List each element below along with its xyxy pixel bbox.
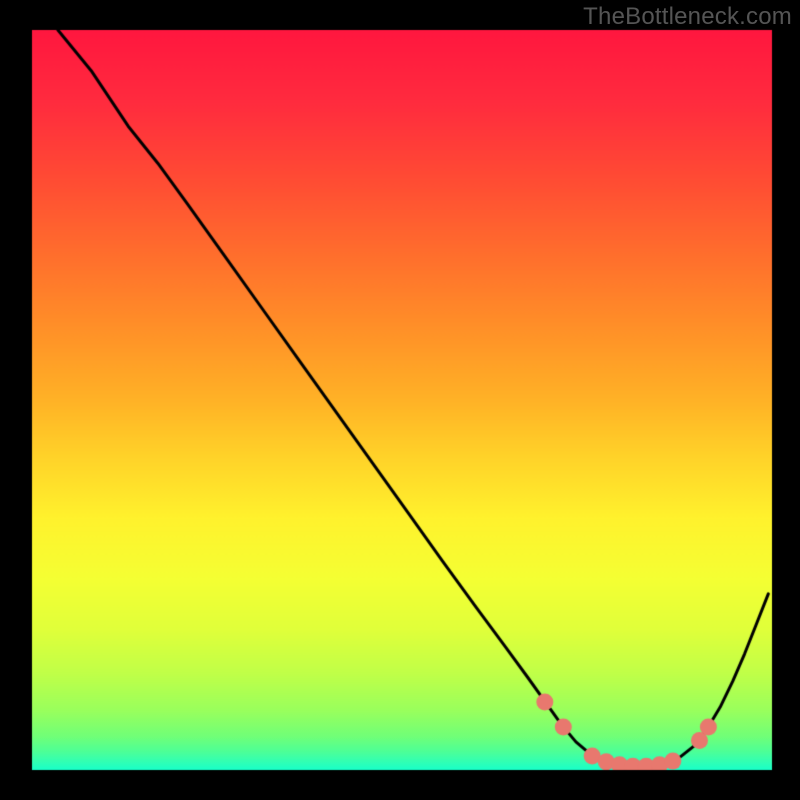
bottleneck-chart-canvas — [0, 0, 800, 800]
chart-root: TheBottleneck.com — [0, 0, 800, 800]
